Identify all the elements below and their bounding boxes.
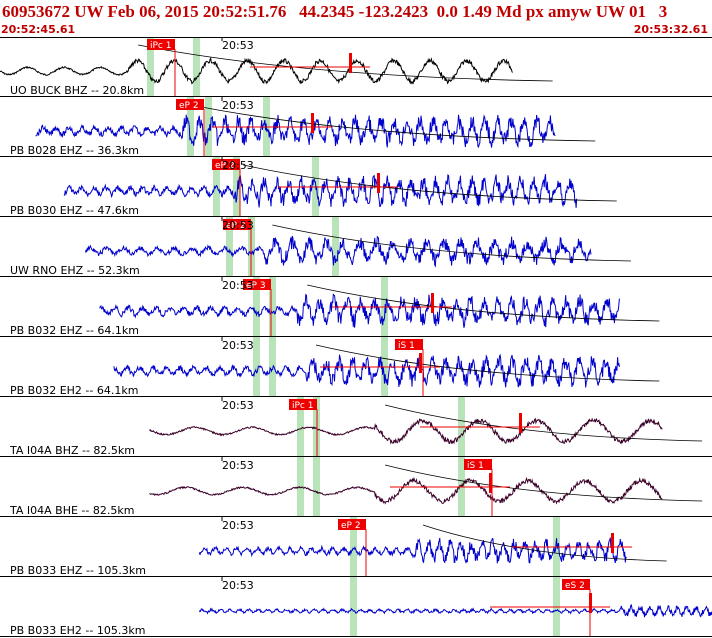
waveform-trace <box>198 537 627 564</box>
pick-label-box <box>464 459 492 470</box>
trace-panel[interactable]: iPc 1 20:53 UO BUCK BHZ -- 20.8km <box>0 37 712 97</box>
time-tick-label: 20:53 <box>222 399 254 412</box>
window-start-time: 20:52:45.61 <box>1 23 76 36</box>
waveform-trace <box>99 293 620 328</box>
time-tick-label: 20:53 <box>222 579 254 592</box>
waveform-trace <box>149 476 663 505</box>
pick-window-band <box>193 37 200 97</box>
waveform-trace <box>198 604 712 618</box>
coda-decay-curve <box>272 224 631 262</box>
time-tick-label: 20:53 <box>222 279 254 292</box>
coda-decay-curve <box>307 284 660 322</box>
coda-decay-curve <box>384 464 703 502</box>
trace-panel[interactable]: iS 1 20:53 PB B032 EH2 -- 64.1km <box>0 337 712 397</box>
station-label: TA I04A BHZ -- 82.5km <box>9 444 135 457</box>
station-label: PB B028 EHZ -- 36.3km <box>10 144 139 157</box>
trace-panel[interactable]: iS 1 20:53 TA I04A BHE -- 82.5km <box>0 457 712 517</box>
pick-window-band <box>313 457 320 517</box>
amplitude-marker <box>519 413 522 433</box>
pick-window-band <box>269 337 276 397</box>
waveform-trace <box>63 173 578 208</box>
pick-window-band <box>147 37 154 97</box>
pick-window-band <box>233 157 240 217</box>
pick-label-box <box>338 519 366 530</box>
trace-panel[interactable]: eP 2 20:53 PB B033 EHZ -- 105.3km <box>0 517 712 577</box>
pick-label: iPc 1 <box>150 41 171 51</box>
amplitude-marker <box>311 113 314 133</box>
pick-label: eP 2 <box>341 521 361 531</box>
coda-decay-curve <box>243 164 617 202</box>
coda-decay-curve <box>422 524 667 562</box>
waveform-trace <box>84 235 592 268</box>
pick-label: eP 3 <box>246 281 266 291</box>
pick-label-box <box>147 39 175 50</box>
trace-panel[interactable]: eP 220:53 UW RNO EHZ -- 52.3km <box>0 217 712 277</box>
waveform-trace <box>149 417 663 445</box>
time-tick-label: 20:53 <box>222 219 254 232</box>
coda-decay-curve <box>384 404 703 442</box>
pick-label: eP 2 <box>179 101 199 111</box>
time-tick-label: 20:53 <box>222 159 254 172</box>
event-title: 60953672 UW Feb 06, 2015 20:52:51.76 44.… <box>2 2 668 21</box>
trace-panel[interactable]: eP 2 20:53 PB B028 EHZ -- 36.3km <box>0 97 712 157</box>
pick-label: iS 1 <box>398 341 415 351</box>
pick-label: iPc 1 <box>292 401 313 411</box>
amplitude-marker <box>431 293 434 313</box>
pick-label-box <box>395 339 423 350</box>
pick-label: eP 2 <box>215 161 235 171</box>
time-tick-label: 20:53 <box>222 99 254 112</box>
waveform-trace <box>35 114 556 149</box>
coda-decay-curve <box>138 44 553 82</box>
pick-label: eP 2 <box>226 221 246 231</box>
station-label: PB B030 EHZ -- 47.6km <box>10 204 139 217</box>
pick-label-box <box>289 399 317 410</box>
pick-window-band <box>253 337 260 397</box>
pick-window-band <box>205 97 212 157</box>
amplitude-marker <box>419 353 422 373</box>
station-label: UW RNO EHZ -- 52.3km <box>10 264 140 277</box>
pick-label: iS 1 <box>467 461 484 471</box>
station-label: UO BUCK BHZ -- 20.8km <box>10 84 144 97</box>
pick-label-box <box>243 279 271 290</box>
time-tick-label: 20:53 <box>222 519 254 532</box>
pick-window-band <box>187 97 194 157</box>
trace-panel[interactable]: eS 2 20:53 PB B033 EH2 -- 105.3km <box>0 577 712 637</box>
pick-window-band <box>269 277 276 337</box>
pick-window-band <box>350 577 357 637</box>
pick-window-band <box>332 217 339 277</box>
pick-window-band <box>253 277 260 337</box>
pick-window-band <box>213 157 220 217</box>
station-label: PB B033 EH2 -- 105.3km <box>10 624 145 637</box>
pick-label-box <box>562 579 590 590</box>
station-label: PB B032 EHZ -- 64.1km <box>10 324 139 337</box>
pick-window-band <box>350 517 357 577</box>
event-header: 60953672 UW Feb 06, 2015 20:52:51.76 44.… <box>0 0 712 38</box>
pick-label: eS 2 <box>565 581 585 591</box>
waveform-trace <box>0 57 513 85</box>
station-label: TA I04A BHE -- 82.5km <box>9 504 134 517</box>
coda-decay-curve <box>191 104 596 142</box>
amplitude-marker <box>349 53 352 73</box>
pick-window-band <box>297 397 304 457</box>
pick-label-box <box>223 219 251 230</box>
station-label: PB B032 EH2 -- 64.1km <box>10 384 138 397</box>
time-tick-label: 20:53 <box>222 339 254 352</box>
pick-window-band <box>226 217 233 277</box>
window-end-time: 20:53:32.61 <box>633 23 708 36</box>
trace-panel[interactable]: iPc 1 20:53 TA I04A BHZ -- 82.5km <box>0 397 712 457</box>
amplitude-marker <box>611 533 614 553</box>
trace-panel[interactable]: eP 320:53 PB B032 EHZ -- 64.1km <box>0 277 712 337</box>
amplitude-marker <box>377 173 380 193</box>
station-label: PB B033 EHZ -- 105.3km <box>10 564 146 577</box>
pick-window-band <box>297 457 304 517</box>
pick-label-box <box>176 99 204 110</box>
trace-panel[interactable]: eP 220:53 PB B030 EHZ -- 47.6km <box>0 157 712 217</box>
coda-decay-curve <box>315 344 660 382</box>
time-tick-label: 20:53 <box>222 39 254 52</box>
time-tick-label: 20:53 <box>222 459 254 472</box>
waveform-trace <box>113 353 620 388</box>
amplitude-marker <box>489 473 492 493</box>
pick-label-box <box>212 159 240 170</box>
